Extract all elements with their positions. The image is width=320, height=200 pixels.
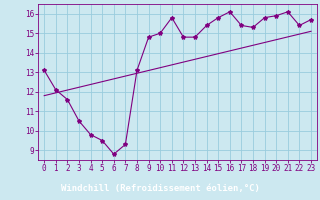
Text: Windchill (Refroidissement éolien,°C): Windchill (Refroidissement éolien,°C)	[60, 184, 260, 194]
